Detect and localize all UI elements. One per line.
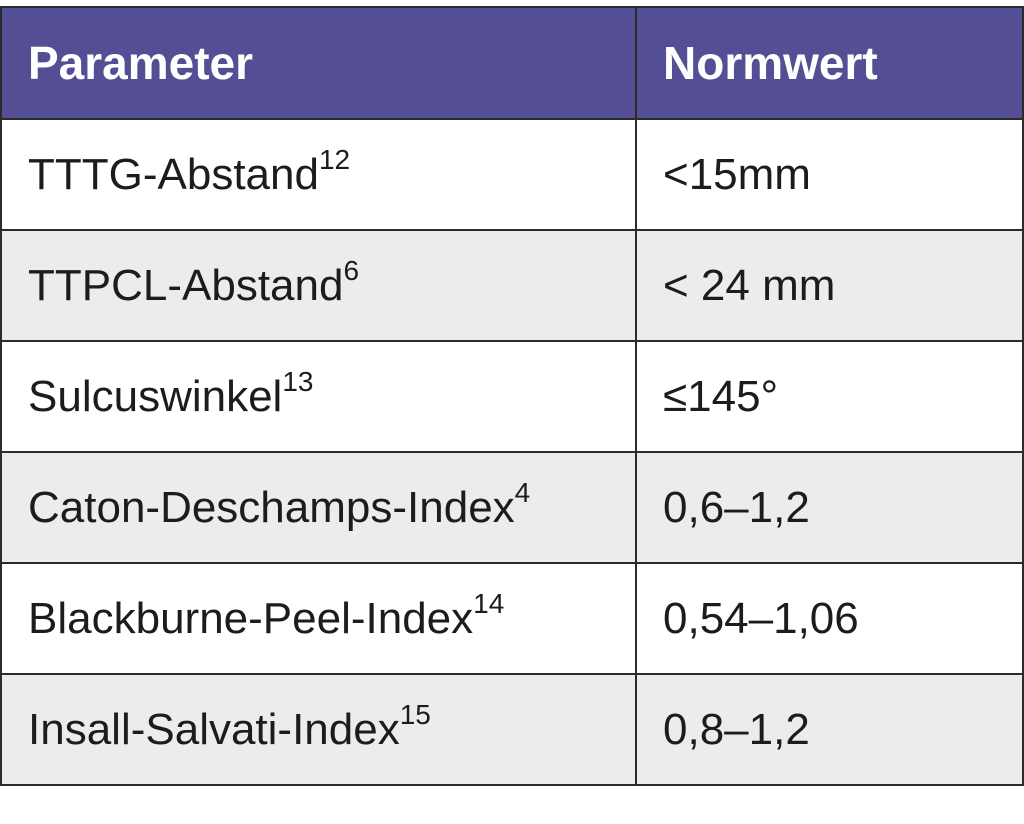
table-row: Blackburne-Peel-Index14 0,54–1,06 xyxy=(0,562,1024,675)
parameter-name: TTTG-Abstand xyxy=(28,149,319,199)
table-row: TTPCL-Abstand6 < 24 mm xyxy=(0,229,1024,342)
reference-number: 4 xyxy=(514,476,531,508)
header-normwert: Normwert xyxy=(635,6,1024,120)
reference-number: 14 xyxy=(473,587,505,619)
table-header-row: Parameter Normwert xyxy=(0,6,1024,120)
normwert-cell: 0,8–1,2 xyxy=(635,673,1024,786)
normwert-cell: < 24 mm xyxy=(635,229,1024,342)
normwert-cell: 0,54–1,06 xyxy=(635,562,1024,675)
normwert-cell: ≤145° xyxy=(635,340,1024,453)
table-row: Sulcuswinkel13 ≤145° xyxy=(0,340,1024,453)
parameter-cell: Sulcuswinkel13 xyxy=(0,340,637,453)
parameter-cell: Blackburne-Peel-Index14 xyxy=(0,562,637,675)
parameter-cell: TTPCL-Abstand6 xyxy=(0,229,637,342)
normwert-table: Parameter Normwert TTTG-Abstand12 <15mm … xyxy=(0,6,1024,786)
normwert-cell: 0,6–1,2 xyxy=(635,451,1024,564)
parameter-cell: Caton-Deschamps-Index4 xyxy=(0,451,637,564)
parameter-cell: Insall-Salvati-Index15 xyxy=(0,673,637,786)
reference-number: 15 xyxy=(399,698,431,730)
parameter-name: Caton-Deschamps-Index xyxy=(28,482,515,532)
table-row: Caton-Deschamps-Index4 0,6–1,2 xyxy=(0,451,1024,564)
reference-number: 12 xyxy=(318,143,351,175)
parameter-name: Insall-Salvati-Index xyxy=(28,704,400,754)
table-row: TTTG-Abstand12 <15mm xyxy=(0,118,1024,231)
normwert-cell: <15mm xyxy=(635,118,1024,231)
normwert-table-container: Parameter Normwert TTTG-Abstand12 <15mm … xyxy=(0,6,1024,786)
reference-number: 6 xyxy=(343,254,360,286)
table-row: Insall-Salvati-Index15 0,8–1,2 xyxy=(0,673,1024,786)
reference-number: 13 xyxy=(282,365,314,397)
header-parameter: Parameter xyxy=(0,6,637,120)
parameter-name: Blackburne-Peel-Index xyxy=(28,593,474,643)
parameter-name: Sulcuswinkel xyxy=(28,371,283,421)
parameter-name: TTPCL-Abstand xyxy=(28,260,344,310)
parameter-cell: TTTG-Abstand12 xyxy=(0,118,637,231)
